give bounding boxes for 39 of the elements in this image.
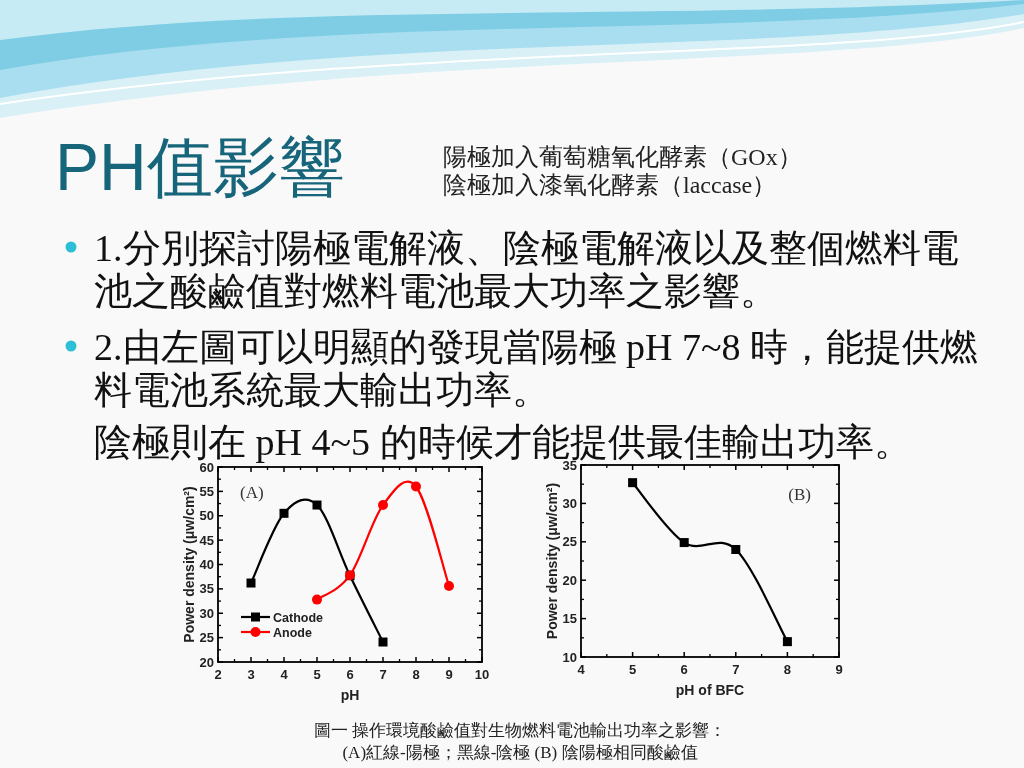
y-axis-title: Power density (μw/cm²) xyxy=(544,482,560,640)
y-tick-label: 25 xyxy=(562,534,577,550)
x-tick-label: 5 xyxy=(628,662,637,677)
x-tick-label: 6 xyxy=(680,662,688,677)
text: 陽極加入葡萄糖氧化酵素（GOx） xyxy=(443,144,802,170)
y-tick-label: 55 xyxy=(199,483,214,499)
x-tick-label: 8 xyxy=(412,667,420,682)
x-tick-label: 9 xyxy=(445,667,453,682)
text: 1.分別探討陽極電解液、陰極電解液以及整個燃料電池之酸鹼值對燃料電池最大功率之影響。 xyxy=(94,227,959,312)
x-tick-label: 9 xyxy=(835,662,843,677)
x-tick-label: 4 xyxy=(280,667,289,682)
text: 陰極加入漆氧化酵素（laccase） xyxy=(443,172,777,198)
text: 圖一 操作環境酸鹼值對生物燃料電池輸出功率之影響： xyxy=(313,721,727,740)
x-tick-label: 7 xyxy=(732,662,740,677)
x-tick-label: 3 xyxy=(247,667,255,682)
x-tick-label: 10 xyxy=(474,667,490,682)
text: PH值影響 xyxy=(55,130,345,204)
y-tick-label: 10 xyxy=(562,649,577,665)
y-tick-label: 40 xyxy=(199,557,214,572)
x-tick-label: 2 xyxy=(214,667,222,682)
y-tick-label: 50 xyxy=(199,508,214,524)
x-tick-label: 6 xyxy=(346,667,354,682)
y-tick-label: 20 xyxy=(199,654,214,670)
x-tick-label: 8 xyxy=(783,662,792,677)
y-tick-label: 30 xyxy=(562,495,577,511)
y-tick-label: 25 xyxy=(199,630,214,646)
text: (A)紅線-陽極；黑線-陰極 (B) 陰陽極相同酸鹼值 xyxy=(342,743,698,762)
y-tick-label: 35 xyxy=(199,581,214,597)
y-tick-label: 20 xyxy=(562,572,577,588)
y-tick-label: 15 xyxy=(562,611,577,627)
y-tick-label: 30 xyxy=(199,605,214,621)
x-axis-title: pH xyxy=(340,687,360,703)
x-tick-label: 7 xyxy=(379,667,387,682)
y-axis-title: Power density (μw/cm²) xyxy=(181,486,197,643)
y-tick-label: 45 xyxy=(199,532,214,548)
x-tick-label: 5 xyxy=(313,667,321,682)
x-tick-label: 4 xyxy=(577,662,586,677)
x-axis-title: pH of BFC xyxy=(675,682,745,698)
text: 2.由左圖可以明顯的發現當陽極 pH 7~8 時，能提供燃料電池系統最大輸出功率。 xyxy=(94,326,979,411)
